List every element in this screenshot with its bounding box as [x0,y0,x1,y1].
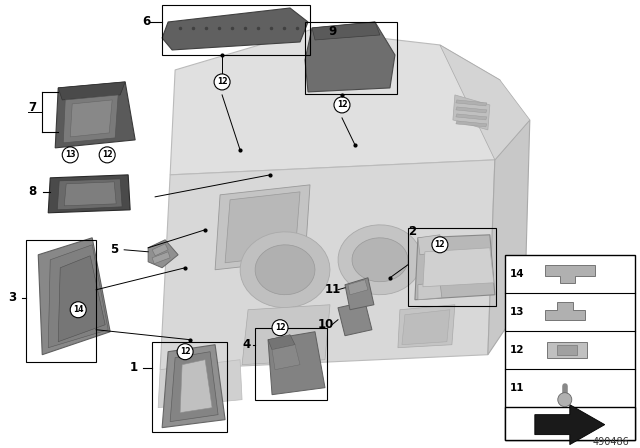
Polygon shape [48,175,130,213]
Text: 11: 11 [325,283,341,296]
Circle shape [334,97,350,113]
Circle shape [558,392,572,407]
Text: 10: 10 [318,318,334,331]
Polygon shape [268,332,325,395]
Polygon shape [240,232,330,308]
Text: 14: 14 [509,269,524,279]
Polygon shape [456,114,487,120]
Polygon shape [48,245,108,348]
Text: 3: 3 [8,291,17,304]
Polygon shape [152,252,170,264]
Text: 12: 12 [509,345,524,355]
Polygon shape [488,120,530,355]
Polygon shape [162,8,308,50]
Polygon shape [58,82,125,100]
Polygon shape [148,240,178,268]
Bar [505,255,635,439]
Polygon shape [255,245,315,295]
Polygon shape [418,282,442,300]
Text: 12: 12 [180,347,190,356]
Polygon shape [215,185,310,270]
Polygon shape [402,310,450,345]
Polygon shape [398,305,455,348]
Polygon shape [545,265,595,283]
Polygon shape [160,160,495,370]
Text: 12: 12 [217,78,227,86]
Polygon shape [348,280,368,295]
Text: 4: 4 [242,338,250,351]
Text: 1: 1 [130,361,138,374]
Polygon shape [38,238,110,355]
Polygon shape [418,235,442,255]
Polygon shape [338,225,422,295]
Circle shape [272,320,288,336]
Polygon shape [545,302,585,320]
Polygon shape [456,121,487,127]
Text: 12: 12 [102,151,113,159]
Text: 490486: 490486 [593,437,630,447]
Polygon shape [338,302,372,336]
Polygon shape [456,100,487,106]
Polygon shape [170,30,500,175]
Text: 12: 12 [275,323,285,332]
Bar [505,407,635,439]
Circle shape [62,147,78,163]
Polygon shape [557,345,577,355]
Polygon shape [423,248,494,287]
Circle shape [99,147,115,163]
Polygon shape [55,82,135,148]
Bar [255,328,327,400]
Polygon shape [272,345,300,370]
Text: 8: 8 [28,185,36,198]
Text: 12: 12 [337,100,348,109]
Text: 9: 9 [328,26,336,39]
Polygon shape [547,342,587,358]
Polygon shape [70,100,112,137]
Polygon shape [170,352,218,422]
Polygon shape [225,192,300,263]
Bar [26,240,96,362]
Polygon shape [63,95,118,143]
Polygon shape [162,345,225,428]
Polygon shape [456,107,487,113]
Bar [305,22,397,94]
Text: 2: 2 [408,225,416,238]
Text: 6: 6 [142,16,150,29]
Text: 13: 13 [65,151,76,159]
Text: 7: 7 [28,101,36,114]
Polygon shape [312,22,380,40]
Polygon shape [180,360,212,413]
Polygon shape [415,235,495,300]
Polygon shape [58,256,105,342]
Polygon shape [352,238,408,282]
Polygon shape [535,405,605,444]
Text: 13: 13 [509,307,524,317]
Circle shape [177,344,193,360]
Bar [152,342,227,431]
Bar [408,228,496,306]
Circle shape [70,302,86,318]
Polygon shape [440,45,530,160]
Polygon shape [64,182,116,206]
Circle shape [214,74,230,90]
Polygon shape [242,305,330,365]
Polygon shape [453,95,490,130]
Text: 12: 12 [435,240,445,249]
Text: 5: 5 [110,243,118,256]
Polygon shape [268,335,295,350]
Polygon shape [345,278,374,310]
Polygon shape [57,179,122,210]
Polygon shape [158,360,242,408]
Polygon shape [305,22,395,92]
Circle shape [432,237,448,253]
Text: 14: 14 [73,305,83,314]
Text: 11: 11 [509,383,524,392]
Polygon shape [152,244,168,256]
Bar [162,5,310,55]
